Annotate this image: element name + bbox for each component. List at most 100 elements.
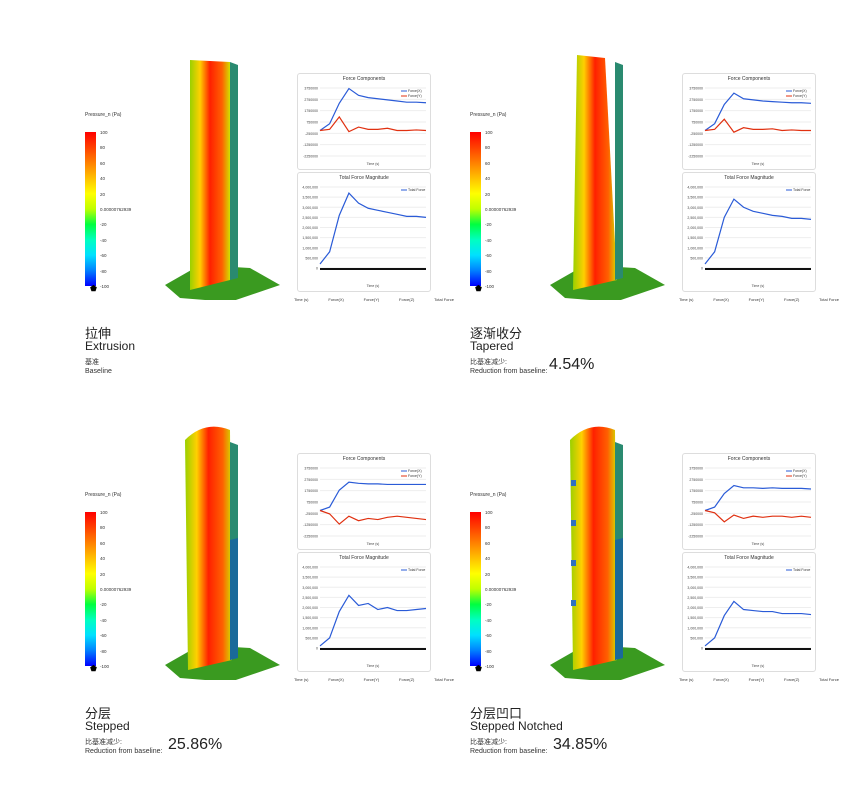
legend-tick: 20 [485,571,491,577]
total-plot: 4,000,000 3,500,000 3,000,000 2,500,000 2,00… [302,186,427,288]
y-tick-label: 3,000,000 [687,206,703,210]
chart-title: Force Components [727,76,771,82]
components-plot: 3750000 2750000 1750000 750000 -250000 -12500… [303,87,427,166]
y-tick-label: 3750000 [689,87,703,91]
legend-tick: -40 [100,617,107,623]
total-force-chart: Total Force Magnitude 4,000,000 3,500,000 3… [297,172,431,292]
y-tick-label: 2,500,000 [687,216,703,220]
chart-title: Force Components [342,456,386,462]
legend-tick: -60 [100,253,107,259]
legend-title: Pressure_n (Pa) [85,112,122,118]
legend-tick: -80 [100,268,107,274]
y-tick-label: 1,000,000 [687,626,703,630]
y-tick-label: 3,000,000 [302,586,318,590]
subtitle-en: Reduction from baseline: [470,748,548,755]
column-header: Force(Y) [363,297,380,302]
title-english: Stepped [85,719,130,733]
components-plot: 3750000 2750000 1750000 750000 -250000 -12500… [303,467,427,546]
legend-tick: 80 [100,145,106,151]
tower-model [140,40,290,302]
legend-entry: Force(Y) [408,474,422,478]
x-axis-label: Time (s) [367,284,380,288]
series-line [704,92,812,131]
subtitle-en: Baseline [85,368,112,375]
tower-body [573,55,617,290]
subtitle: 基准 Baseline [85,358,112,376]
tower-model [525,40,675,302]
column-header: Total Force [819,297,839,302]
column-header: Force(Y) [363,677,380,682]
legend-entry: Force(Y) [408,94,422,98]
y-tick-label: 1,000,000 [687,246,703,250]
legend-tick: 40 [100,556,106,562]
legend-entry: Force(Y) [793,474,807,478]
legend-tick: -20 [485,222,492,228]
y-tick-label: 3750000 [304,467,318,471]
chart-title: Force Components [342,76,386,82]
column-header: Total Force [819,677,839,682]
panel-notched: Pressure_n (Pa) 100 80 60 40 20 0.00000762939 -… [465,420,845,800]
legend-entry: Total Force [793,188,810,192]
column-header: Time (s) [294,297,309,302]
total-plot: 4,000,000 3,500,000 3,000,000 2,500,000 2,00… [687,186,812,288]
pressure-legend: Pressure_n (Pa) 100 80 60 40 20 0.00000762939 -… [470,492,560,673]
x-axis-label: Time (s) [752,542,765,546]
y-tick-label: -250000 [690,132,703,136]
column-header: Force(Z) [399,677,415,682]
legend-tick: -40 [100,237,107,243]
column-header: Total Force [434,297,454,302]
subtitle-cn: 基准 [85,359,99,366]
title-english: Tapered [470,339,514,353]
y-tick-label: 2750000 [689,98,703,102]
y-tick-label: -250000 [305,512,318,516]
reduction-percent: 34.85% [553,736,608,753]
panel-extrusion: Pressure_n (Pa) 100 80 60 40 20 0.00000762939 -… [80,40,460,420]
y-tick-label: 2,000,000 [687,226,703,230]
legend-tick: -100 [485,284,495,289]
legend-tick: 80 [485,525,491,531]
y-tick-label: 0 [316,647,318,651]
y-tick-label: -1250000 [688,523,703,527]
y-tick-label: -1250000 [303,143,318,147]
y-tick-label: 2,000,000 [687,606,703,610]
color-scale-bar [85,132,96,286]
x-axis-label: Time (s) [367,664,380,668]
column-header: Force(Z) [399,297,415,302]
y-tick-label: 1750000 [304,489,318,493]
y-tick-label: 3,000,000 [302,206,318,210]
total-force-chart: Total Force Magnitude 4,000,000 3,500,000 3… [682,552,816,672]
column-header: Force(Z) [784,677,800,682]
pressure-legend: Pressure_n (Pa) 100 80 60 40 20 0.00000762939 -… [85,112,175,293]
series-line [319,594,427,647]
color-scale-bar [470,132,481,286]
series-line [319,115,427,133]
y-tick-label: 2,500,000 [302,596,318,600]
legend-tick: 100 [100,130,108,135]
series-line [704,198,812,265]
pressure-legend: Pressure_n (Pa) 100 80 60 40 20 0.00000762939 -… [470,112,560,293]
tower-body [570,426,617,670]
force-components-chart: Force Components 3750000 2750000 1750000 750… [297,73,431,170]
legend-tick: -20 [485,602,492,608]
column-header: Force(X) [713,297,729,302]
table-header: Time (s) Force(X) Force(Y) Force(Z) Total Fo… [679,297,839,302]
legend-entry: Force(X) [793,469,807,473]
x-axis-label: Time (s) [752,162,765,166]
force-components-chart: Force Components 3750000 2750000 1750000 750… [682,453,816,550]
column-header: Force(X) [713,677,729,682]
panel-tapered: Pressure_n (Pa) 100 80 60 40 20 0.00000762939 -… [465,40,845,420]
y-tick-label: -2250000 [688,535,703,539]
y-tick-label: 1750000 [304,109,318,113]
legend-title: Pressure_n (Pa) [470,112,507,118]
x-axis-label: Time (s) [367,542,380,546]
legend-tick: 40 [100,176,106,182]
reduction-percent: 4.54% [549,356,595,373]
subtitle-en: Reduction from baseline: [470,368,548,375]
y-tick-label: 1,500,000 [302,236,318,240]
x-axis-label: Time (s) [367,162,380,166]
y-tick-label: 2750000 [304,478,318,482]
series-line [704,509,812,523]
legend-tick: -60 [485,253,492,259]
y-tick-label: 1,500,000 [302,616,318,620]
y-tick-label: 3750000 [689,467,703,471]
